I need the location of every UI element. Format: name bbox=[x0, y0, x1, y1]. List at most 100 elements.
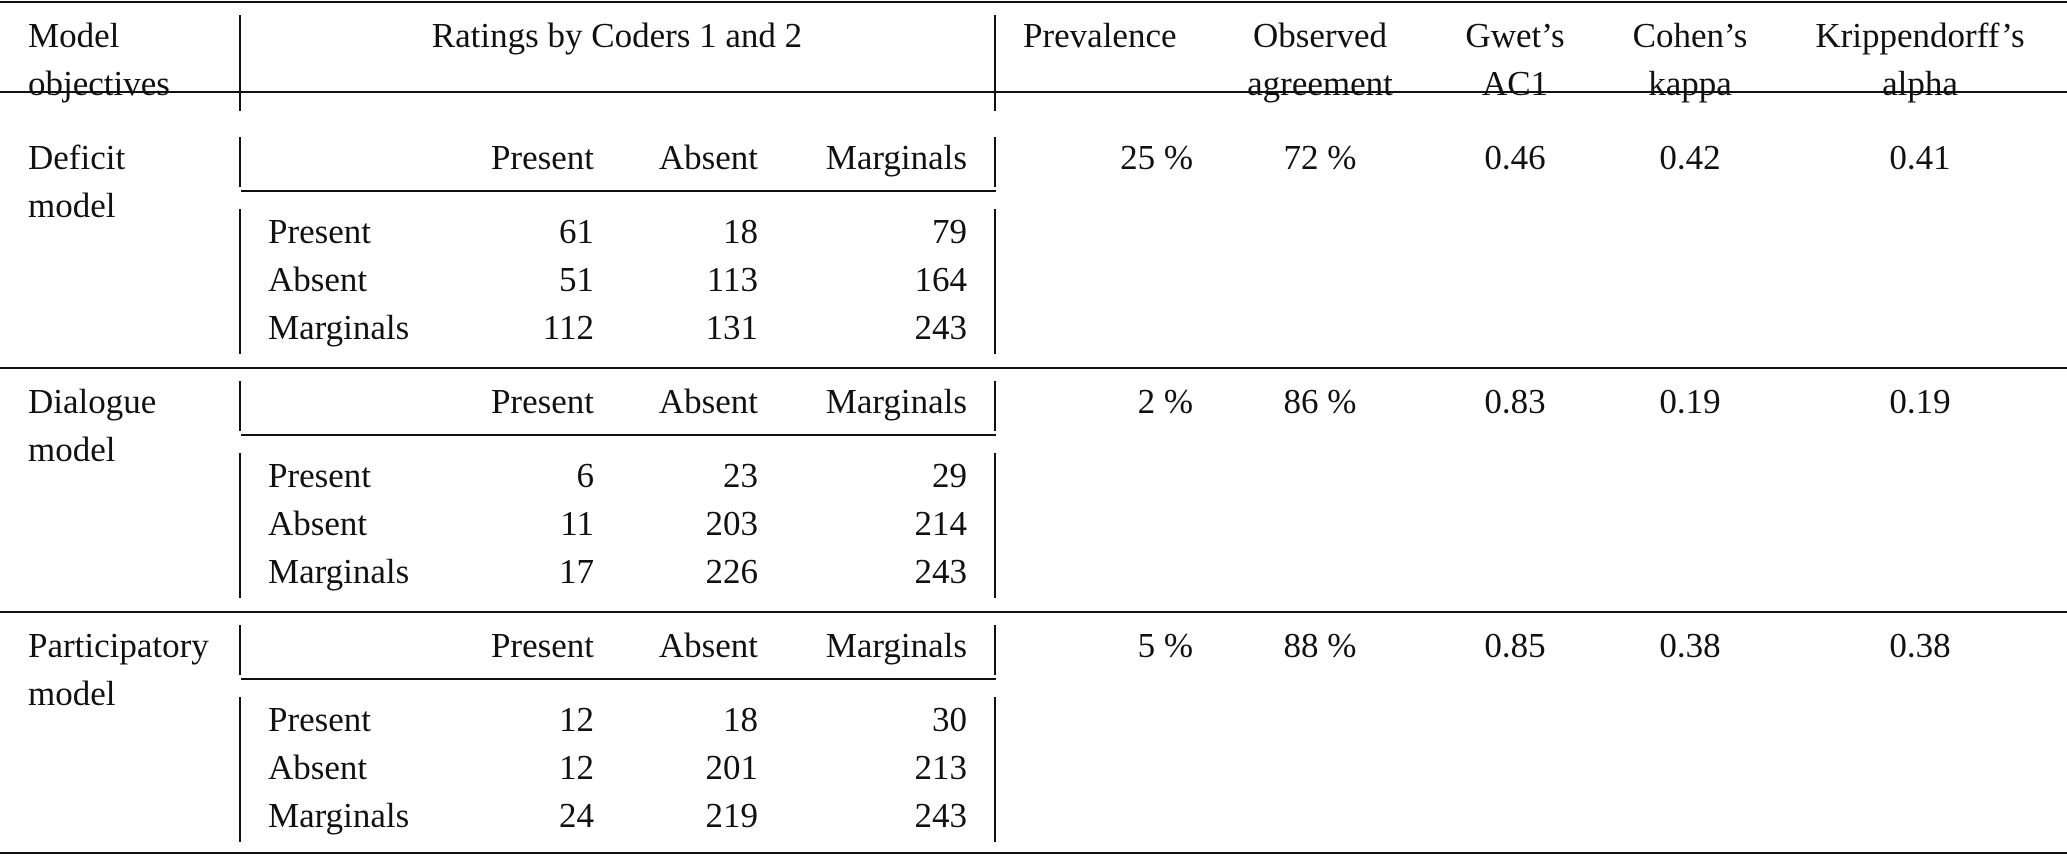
header-right-rule bbox=[994, 15, 996, 111]
inner-body-right-rule bbox=[994, 209, 996, 354]
col-label-absent: Absent bbox=[658, 626, 758, 665]
matrix-cell: 164 bbox=[914, 260, 968, 299]
matrix-cell: 17 bbox=[559, 552, 594, 591]
inner-body-left-rule bbox=[239, 453, 241, 598]
col-label-present: Present bbox=[490, 138, 594, 177]
matrix-cell: 61 bbox=[559, 212, 594, 251]
col-label-absent: Absent bbox=[658, 382, 758, 421]
header-model-objectives-2: objectives bbox=[28, 64, 170, 103]
inner-top-left-rule bbox=[239, 381, 241, 431]
row-label-absent: Absent bbox=[268, 748, 368, 787]
model-name-2: model bbox=[28, 186, 116, 225]
matrix-cell: 6 bbox=[576, 456, 595, 495]
matrix-cell: 243 bbox=[914, 796, 968, 835]
header-rule bbox=[0, 91, 2067, 93]
header-krippendorff-2: alpha bbox=[1882, 64, 1958, 103]
krippendorff-alpha-value: 0.19 bbox=[1889, 382, 1951, 421]
inner-top-right-rule bbox=[994, 625, 996, 675]
inner-top-left-rule bbox=[239, 137, 241, 187]
matrix-cell: 213 bbox=[914, 748, 968, 787]
header-prevalence: Prevalence bbox=[1023, 16, 1177, 55]
matrix-cell: 203 bbox=[705, 504, 759, 543]
group-2-rule bbox=[0, 611, 2067, 613]
matrix-cell: 18 bbox=[723, 700, 758, 739]
header-gwet-2: AC1 bbox=[1481, 64, 1549, 103]
matrix-cell: 131 bbox=[705, 308, 759, 347]
col-label-absent: Absent bbox=[658, 138, 758, 177]
col-label-marginals: Marginals bbox=[825, 138, 967, 177]
gwet-ac1-value: 0.83 bbox=[1484, 382, 1546, 421]
observed-agreement-value: 72 % bbox=[1283, 138, 1357, 177]
bottom-rule bbox=[0, 852, 2067, 854]
row-label-present: Present bbox=[268, 456, 372, 495]
header-observed-2: agreement bbox=[1247, 64, 1393, 103]
matrix-cell: 23 bbox=[723, 456, 758, 495]
row-label-present: Present bbox=[268, 212, 372, 251]
inner-body-right-rule bbox=[994, 697, 996, 842]
header-observed-1: Observed bbox=[1252, 16, 1388, 55]
matrix-cell: 30 bbox=[932, 700, 967, 739]
matrix-cell: 112 bbox=[542, 308, 594, 347]
prevalence-value: 25 % bbox=[1120, 138, 1193, 177]
row-label-absent: Absent bbox=[268, 260, 368, 299]
header-krippendorff-1: Krippendorff’s bbox=[1815, 16, 2025, 55]
top-rule bbox=[0, 1, 2067, 3]
header-model-objectives-1: Model bbox=[28, 16, 120, 55]
inner-body-right-rule bbox=[994, 453, 996, 598]
matrix-cell: 51 bbox=[559, 260, 594, 299]
gwet-ac1-value: 0.46 bbox=[1484, 138, 1546, 177]
matrix-cell: 12 bbox=[559, 700, 594, 739]
inner-top-right-rule bbox=[994, 381, 996, 431]
model-name-2: model bbox=[28, 430, 116, 469]
group-1-rule bbox=[0, 367, 2067, 369]
matrix-cell: 12 bbox=[559, 748, 594, 787]
col-label-marginals: Marginals bbox=[825, 626, 967, 665]
inner-body-left-rule bbox=[239, 697, 241, 842]
model-name-1: Participatory bbox=[28, 626, 209, 665]
row-label-marginals: Marginals bbox=[268, 552, 410, 591]
prevalence-value: 2 % bbox=[1137, 382, 1193, 421]
cohen-kappa-value: 0.38 bbox=[1659, 626, 1721, 665]
matrix-cell: 243 bbox=[914, 308, 968, 347]
matrix-cell: 219 bbox=[705, 796, 759, 835]
matrix-cell: 24 bbox=[559, 796, 594, 835]
inner-body-left-rule bbox=[239, 209, 241, 354]
matrix-cell: 243 bbox=[914, 552, 968, 591]
row-label-absent: Absent bbox=[268, 504, 368, 543]
krippendorff-alpha-value: 0.38 bbox=[1889, 626, 1951, 665]
matrix-cell: 29 bbox=[932, 456, 967, 495]
cohen-kappa-value: 0.42 bbox=[1659, 138, 1721, 177]
gwet-ac1-value: 0.85 bbox=[1484, 626, 1546, 665]
krippendorff-alpha-value: 0.41 bbox=[1889, 138, 1951, 177]
inner-col-rule bbox=[241, 678, 996, 680]
header-cohen-1: Cohen’s bbox=[1632, 16, 1748, 55]
row-label-marginals: Marginals bbox=[268, 308, 410, 347]
header-left-rule bbox=[239, 15, 241, 111]
matrix-cell: 18 bbox=[723, 212, 758, 251]
observed-agreement-value: 86 % bbox=[1283, 382, 1357, 421]
inner-col-rule bbox=[241, 190, 996, 192]
matrix-cell: 11 bbox=[560, 504, 594, 543]
row-label-marginals: Marginals bbox=[268, 796, 410, 835]
col-label-present: Present bbox=[490, 626, 594, 665]
model-name-1: Deficit bbox=[28, 138, 126, 177]
model-name-2: model bbox=[28, 674, 116, 713]
row-label-present: Present bbox=[268, 700, 372, 739]
inner-top-right-rule bbox=[994, 137, 996, 187]
header-ratings: Ratings by Coders 1 and 2 bbox=[431, 16, 803, 55]
prevalence-value: 5 % bbox=[1137, 626, 1193, 665]
matrix-cell: 226 bbox=[705, 552, 759, 591]
model-name-1: Dialogue bbox=[28, 382, 157, 421]
header-cohen-2: kappa bbox=[1648, 64, 1732, 103]
matrix-cell: 201 bbox=[705, 748, 759, 787]
inner-top-left-rule bbox=[239, 625, 241, 675]
header-gwet-1: Gwet’s bbox=[1465, 16, 1565, 55]
col-label-present: Present bbox=[490, 382, 594, 421]
observed-agreement-value: 88 % bbox=[1283, 626, 1357, 665]
matrix-cell: 214 bbox=[914, 504, 968, 543]
inner-col-rule bbox=[241, 434, 996, 436]
cohen-kappa-value: 0.19 bbox=[1659, 382, 1721, 421]
matrix-cell: 79 bbox=[932, 212, 967, 251]
matrix-cell: 113 bbox=[706, 260, 758, 299]
